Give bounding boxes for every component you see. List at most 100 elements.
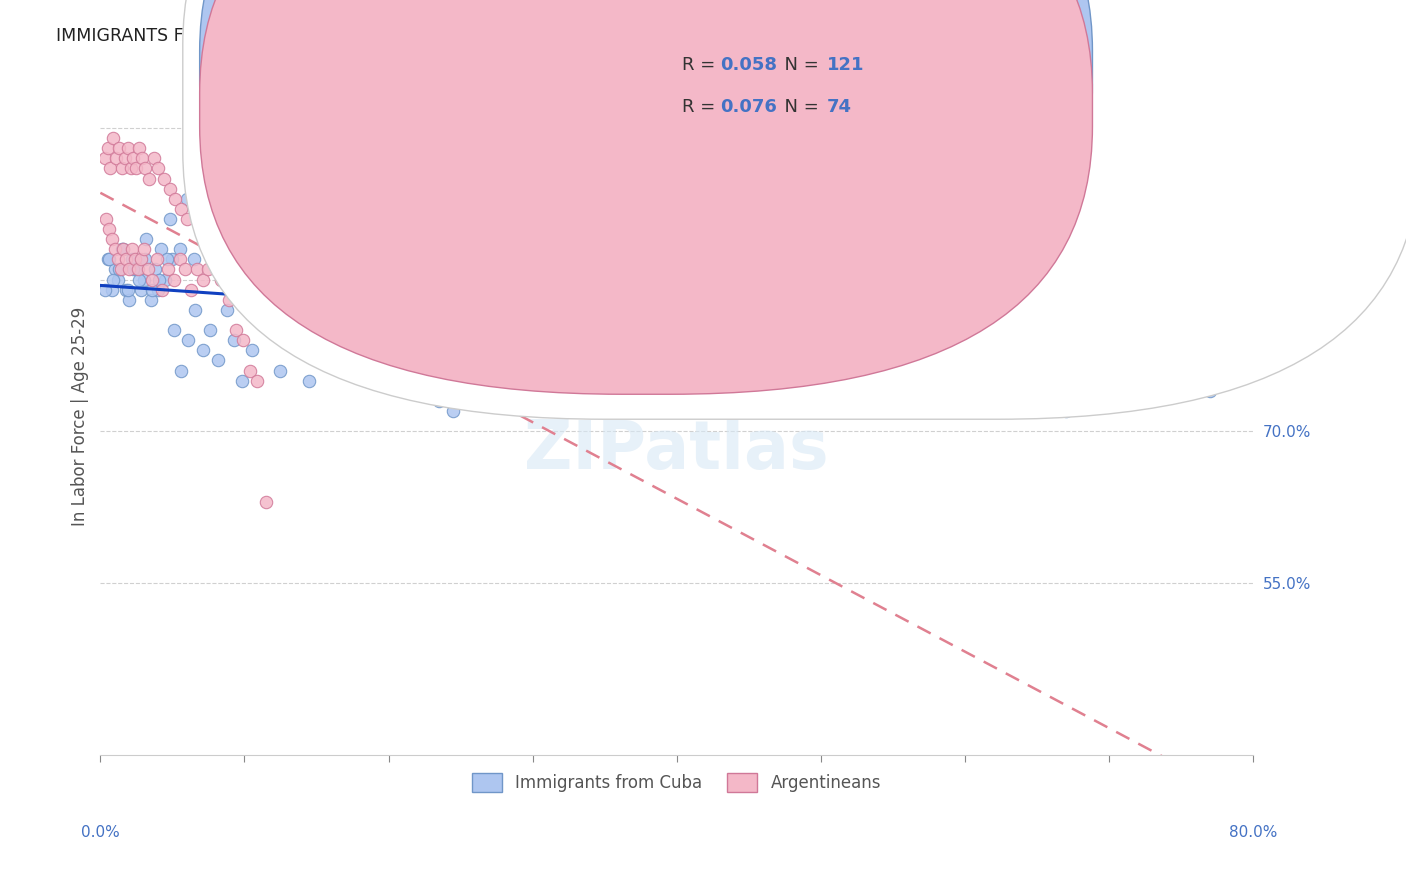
- Point: [232, 333, 254, 347]
- Point: [108, 262, 131, 277]
- Point: [550, 252, 572, 267]
- Point: [117, 283, 139, 297]
- Point: [170, 363, 193, 377]
- Point: [464, 272, 486, 286]
- Point: [478, 293, 501, 307]
- Point: [335, 242, 357, 256]
- Point: [522, 283, 544, 297]
- Point: [131, 151, 153, 165]
- Point: [471, 393, 494, 408]
- Point: [122, 262, 145, 277]
- Point: [284, 333, 307, 347]
- Point: [536, 272, 558, 286]
- Point: [485, 343, 508, 358]
- Point: [651, 283, 673, 297]
- Text: 80.0%: 80.0%: [1229, 825, 1277, 840]
- Point: [983, 404, 1005, 418]
- Point: [695, 404, 717, 418]
- Point: [810, 252, 832, 267]
- Point: [150, 283, 173, 297]
- Point: [277, 252, 299, 267]
- Point: [115, 252, 138, 267]
- Point: [681, 252, 703, 267]
- Point: [135, 232, 157, 246]
- Text: 121: 121: [827, 55, 865, 73]
- Point: [93, 283, 115, 297]
- Point: [1198, 384, 1220, 398]
- Point: [780, 374, 803, 388]
- Point: [98, 252, 121, 267]
- Point: [112, 242, 135, 256]
- Point: [101, 232, 124, 246]
- Point: [94, 211, 117, 226]
- Point: [129, 252, 152, 267]
- Point: [824, 384, 846, 398]
- Point: [233, 222, 256, 236]
- Point: [98, 222, 121, 236]
- Point: [427, 393, 450, 408]
- Point: [370, 343, 392, 358]
- Point: [342, 353, 364, 368]
- Point: [233, 252, 256, 267]
- Point: [349, 262, 371, 277]
- Point: [104, 262, 127, 277]
- Point: [103, 131, 125, 145]
- Point: [226, 283, 249, 297]
- Text: 0.0%: 0.0%: [82, 825, 120, 840]
- Point: [231, 374, 253, 388]
- Point: [153, 272, 176, 286]
- Point: [1126, 262, 1149, 277]
- Point: [187, 202, 209, 216]
- Point: [420, 283, 443, 297]
- Point: [262, 302, 284, 317]
- Point: [169, 252, 191, 267]
- Point: [219, 222, 242, 236]
- Point: [254, 495, 277, 509]
- Text: 0.076: 0.076: [720, 97, 776, 115]
- Point: [142, 151, 165, 165]
- Point: [752, 393, 775, 408]
- Point: [198, 222, 221, 236]
- Point: [110, 262, 132, 277]
- Point: [254, 222, 277, 236]
- Point: [939, 384, 962, 398]
- Point: [319, 272, 342, 286]
- Point: [96, 252, 118, 267]
- Point: [141, 272, 163, 286]
- Point: [190, 202, 212, 216]
- Point: [709, 262, 731, 277]
- Point: [377, 252, 399, 267]
- Y-axis label: In Labor Force | Age 25-29: In Labor Force | Age 25-29: [72, 306, 89, 525]
- Point: [93, 151, 115, 165]
- Point: [121, 252, 143, 267]
- Point: [107, 272, 129, 286]
- Point: [738, 293, 761, 307]
- Point: [148, 272, 170, 286]
- Point: [169, 242, 191, 256]
- Point: [593, 262, 616, 277]
- Point: [607, 404, 630, 418]
- Point: [141, 283, 163, 297]
- Point: [111, 161, 134, 176]
- Point: [165, 192, 187, 206]
- Point: [191, 272, 214, 286]
- Point: [254, 313, 277, 327]
- Point: [218, 293, 240, 307]
- Point: [211, 272, 233, 286]
- Point: [129, 283, 152, 297]
- Point: [623, 272, 645, 286]
- Point: [100, 161, 122, 176]
- Point: [159, 181, 181, 195]
- Point: [157, 262, 180, 277]
- Text: Source: ZipAtlas.com: Source: ZipAtlas.com: [1216, 27, 1364, 41]
- Point: [191, 343, 214, 358]
- Point: [121, 242, 143, 256]
- Point: [138, 171, 160, 186]
- Point: [105, 151, 128, 165]
- Point: [838, 272, 860, 286]
- Point: [146, 161, 169, 176]
- Point: [156, 252, 179, 267]
- Point: [384, 323, 406, 337]
- Point: [457, 384, 479, 398]
- Point: [326, 323, 349, 337]
